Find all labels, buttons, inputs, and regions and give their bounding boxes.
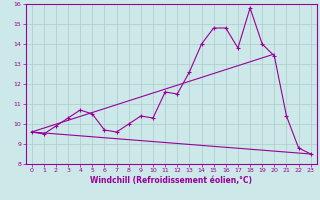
X-axis label: Windchill (Refroidissement éolien,°C): Windchill (Refroidissement éolien,°C)	[90, 176, 252, 185]
